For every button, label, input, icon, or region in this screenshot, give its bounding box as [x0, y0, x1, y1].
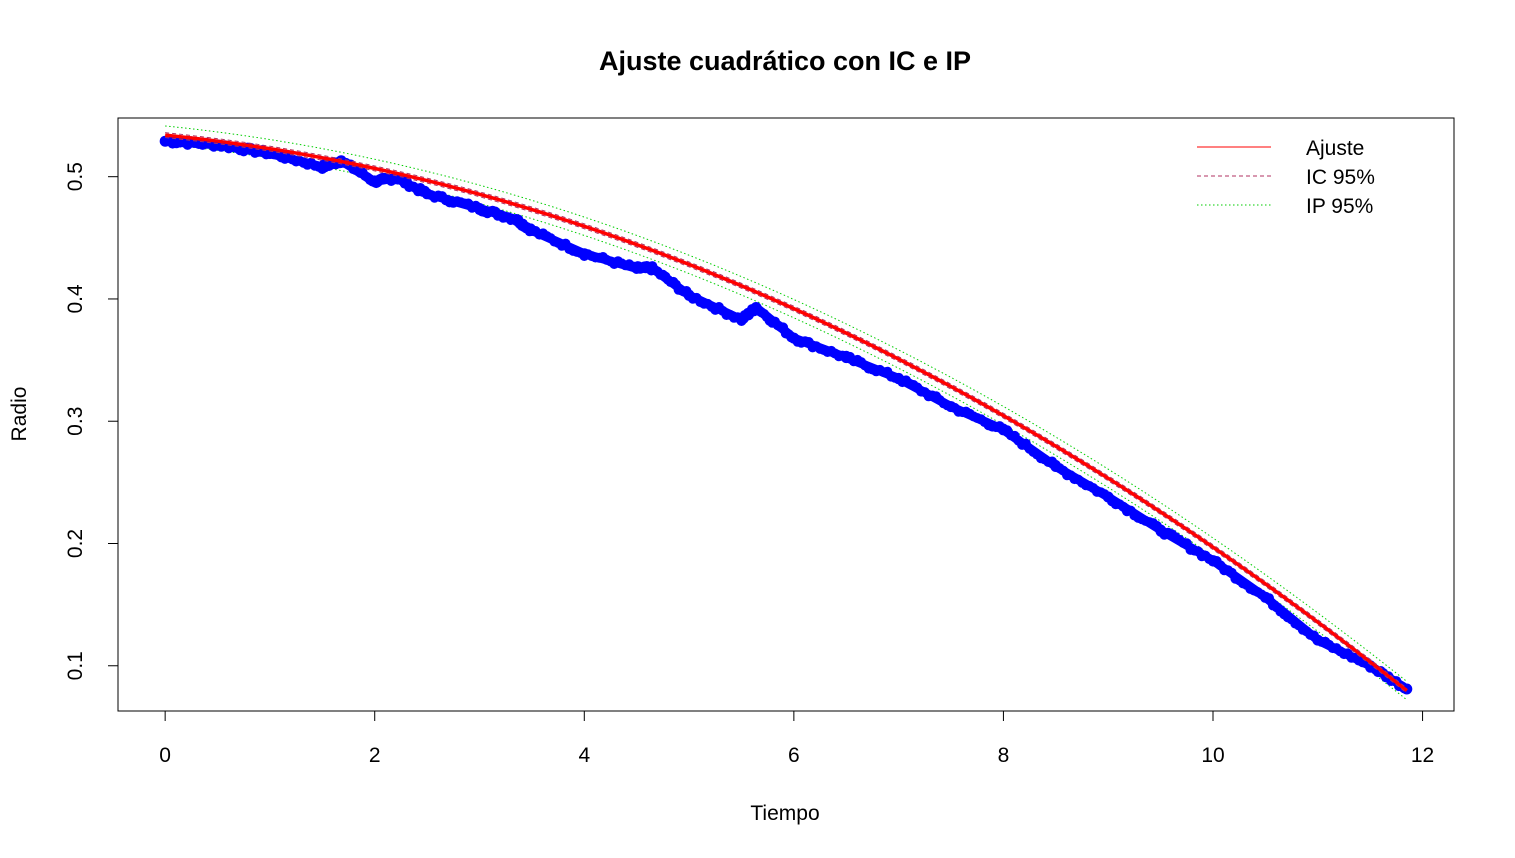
- x-tick-label: 0: [159, 744, 171, 767]
- data-point: [1050, 461, 1062, 472]
- data-point: [788, 332, 800, 344]
- data-point: [369, 176, 381, 188]
- data-point: [945, 401, 957, 413]
- x-tick-label: 4: [578, 744, 590, 767]
- data-point: [1259, 591, 1271, 603]
- data-point: [1207, 555, 1219, 567]
- pi-lower-line: [165, 143, 1408, 701]
- data-point: [526, 225, 538, 236]
- data-point: [510, 214, 522, 225]
- data-point: [1312, 634, 1324, 646]
- legend-label: IC 95%: [1306, 166, 1375, 189]
- data-points: [159, 135, 1413, 695]
- data-point: [1155, 524, 1167, 536]
- data-point: [1102, 491, 1114, 503]
- data-point: [750, 302, 762, 313]
- y-tick-label: 0.1: [64, 651, 87, 680]
- y-tick-label: 0.5: [64, 162, 87, 191]
- data-point: [421, 188, 433, 200]
- data-point: [997, 424, 1009, 436]
- legend: Ajuste IC 95% IP 95%: [1197, 137, 1375, 218]
- y-axis-label: Radio: [8, 387, 31, 442]
- ci-upper-line: [165, 132, 1408, 689]
- fit-curve: [164, 133, 1408, 693]
- data-point: [840, 352, 852, 364]
- x-tick-label: 6: [788, 744, 800, 767]
- y-tick-label: 0.3: [64, 407, 87, 436]
- data-point: [646, 262, 658, 274]
- prediction-interval: [165, 125, 1408, 701]
- data-point: [631, 262, 643, 274]
- data-point: [683, 289, 695, 301]
- chart-title: Ajuste cuadrático con IC e IP: [599, 46, 971, 76]
- ci-lower-line: [165, 137, 1408, 694]
- data-point: [159, 135, 171, 147]
- y-axis: 0.1 0.2 0.3 0.4 0.5: [64, 162, 119, 680]
- data-point: [893, 372, 905, 384]
- x-tick-label: 12: [1411, 744, 1434, 767]
- x-tick-label: 8: [998, 744, 1010, 767]
- x-axis-label: Tiempo: [750, 802, 819, 825]
- points-band: [160, 136, 1412, 694]
- pi-upper-line: [165, 125, 1408, 682]
- legend-label: IP 95%: [1306, 195, 1373, 218]
- confidence-interval: [165, 132, 1408, 694]
- data-point: [316, 161, 328, 173]
- x-axis: 0 2 4 6 8 10 12: [159, 710, 1434, 767]
- y-tick-label: 0.2: [64, 529, 87, 558]
- data-point: [578, 248, 590, 260]
- legend-label: Ajuste: [1306, 137, 1364, 160]
- plot-frame: [117, 117, 1455, 712]
- y-tick-label: 0.4: [64, 284, 87, 314]
- fit-line: [164, 133, 1408, 693]
- x-tick-label: 10: [1201, 744, 1224, 767]
- data-point: [474, 203, 485, 214]
- data-point: [736, 314, 747, 326]
- x-tick-label: 2: [369, 744, 381, 767]
